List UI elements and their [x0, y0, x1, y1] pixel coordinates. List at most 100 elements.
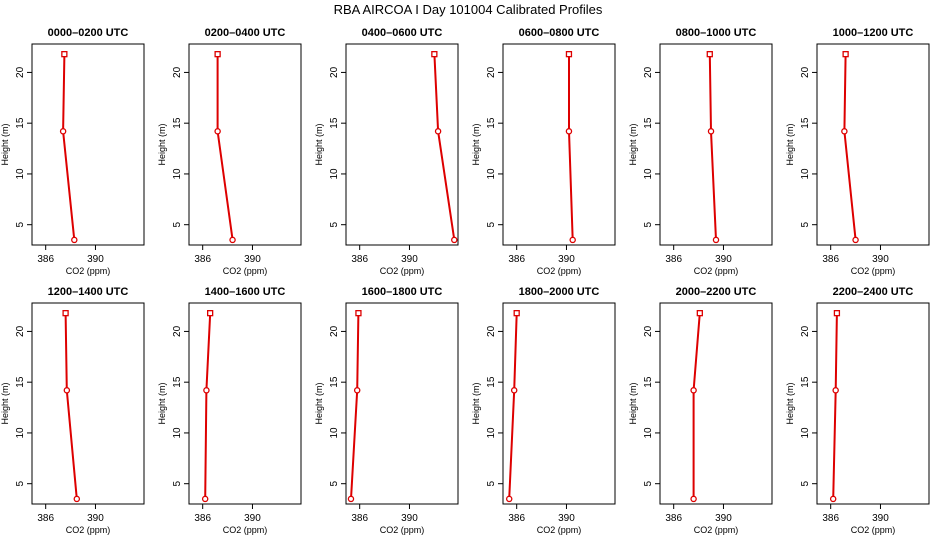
plot-frame [816, 302, 930, 505]
y-tick-label: 20 [15, 325, 26, 337]
y-tick-label: 20 [172, 325, 183, 337]
panel-title: 0200–0400 UTC [205, 27, 286, 39]
y-axis-label: Height (m) [0, 123, 10, 165]
x-tick-label: 390 [401, 254, 418, 265]
data-point [451, 236, 458, 244]
profile-line [433, 54, 456, 241]
data-point [707, 128, 715, 135]
chart-panel: 1400–1600 UTC 386 390 5 10 15 20 CO2 (ppm) Heigh… [157, 286, 302, 535]
y-tick-label: 10 [643, 168, 654, 180]
panels: 0000–0200 UTC 386 390 5 10 15 20 CO2 (ppm) Heigh… [0, 27, 930, 535]
data-point [829, 495, 837, 503]
x-axis-label: CO2 (ppm) [223, 266, 268, 276]
y-tick-label: 5 [486, 480, 497, 486]
profile-line [692, 313, 701, 499]
x-tick-label: 390 [558, 254, 575, 265]
x-axis-label: CO2 (ppm) [537, 266, 582, 276]
data-point [203, 387, 210, 394]
data-point [565, 51, 573, 58]
data-point [842, 51, 849, 58]
x-tick-label: 390 [558, 513, 575, 524]
y-tick-label: 15 [800, 376, 811, 388]
panel-title: 2200–2400 UTC [833, 286, 914, 298]
x-axis-label: CO2 (ppm) [851, 266, 896, 276]
panel-title: 1000–1200 UTC [833, 27, 914, 39]
y-tick-label: 20 [800, 66, 811, 78]
y-tick-label: 15 [800, 117, 811, 129]
y-axis-label: Height (m) [314, 123, 324, 165]
y-tick-label: 20 [800, 325, 811, 337]
y-tick-label: 15 [329, 117, 340, 129]
data-point [510, 387, 518, 394]
chart-panel: 0000–0200 UTC 386 390 5 10 15 20 CO2 (ppm) Heigh… [0, 27, 145, 276]
y-tick-label: 10 [800, 427, 811, 439]
x-tick-label: 386 [351, 254, 368, 265]
y-tick-label: 20 [486, 325, 497, 337]
y-tick-label: 10 [15, 168, 26, 180]
data-point [201, 495, 209, 503]
data-point [434, 128, 442, 135]
data-point [61, 51, 68, 58]
x-axis-label: CO2 (ppm) [851, 525, 896, 535]
chart-panel: 0200–0400 UTC 386 390 5 10 15 20 CO2 (ppm) Heigh… [157, 27, 302, 276]
data-point [505, 495, 513, 503]
x-tick-label: 390 [244, 513, 261, 524]
plot-frame [188, 43, 302, 246]
data-point [355, 310, 362, 317]
chart-panel: 1200–1400 UTC 386 390 5 10 15 20 CO2 (ppm) Heigh… [0, 286, 145, 535]
x-axis-label: CO2 (ppm) [537, 525, 582, 535]
x-axis-label: CO2 (ppm) [380, 266, 425, 276]
panel-title: 0000–0200 UTC [48, 27, 129, 39]
data-point [690, 495, 697, 503]
data-point [833, 310, 841, 317]
x-tick-label: 386 [665, 513, 682, 524]
y-tick-label: 5 [15, 480, 26, 486]
x-axis-label: CO2 (ppm) [66, 525, 111, 535]
plot-frame [816, 43, 930, 246]
figure-title: RBA AIRCOA I Day 101004 Calibrated Profi… [334, 2, 603, 17]
data-point [565, 128, 573, 135]
y-axis-label: Height (m) [157, 123, 167, 165]
plot-frame [659, 43, 773, 246]
chart-panel: 1000–1200 UTC 386 390 5 10 15 20 CO2 (ppm) Heigh… [785, 27, 930, 276]
y-axis-label: Height (m) [471, 382, 481, 424]
x-tick-label: 386 [194, 254, 211, 265]
x-tick-label: 390 [87, 254, 104, 265]
data-point [832, 387, 839, 394]
data-point [696, 310, 703, 317]
data-point [73, 495, 81, 503]
panel-title: 0400–0600 UTC [362, 27, 443, 39]
data-point [513, 310, 520, 317]
plot-frame [502, 43, 616, 246]
x-tick-label: 390 [401, 513, 418, 524]
y-tick-label: 15 [172, 117, 183, 129]
y-tick-label: 20 [643, 325, 654, 337]
y-axis-label: Height (m) [471, 123, 481, 165]
x-tick-label: 386 [351, 513, 368, 524]
y-axis-label: Height (m) [785, 382, 795, 424]
data-point [690, 387, 697, 394]
data-point [569, 236, 576, 244]
chart-panel: 0600–0800 UTC 386 390 5 10 15 20 CO2 (ppm) Heigh… [471, 27, 616, 276]
data-point [706, 51, 713, 58]
x-tick-label: 386 [194, 513, 211, 524]
x-tick-label: 390 [872, 254, 889, 265]
y-tick-label: 15 [329, 376, 340, 388]
panel-title: 1400–1600 UTC [205, 286, 286, 298]
y-tick-label: 10 [172, 427, 183, 439]
plot-frame [31, 302, 145, 505]
profile-line [64, 313, 78, 499]
profile-line [568, 54, 574, 240]
data-point [712, 236, 720, 244]
x-tick-label: 390 [715, 513, 732, 524]
y-tick-label: 15 [486, 376, 497, 388]
y-tick-label: 5 [329, 480, 340, 486]
x-tick-label: 386 [822, 254, 839, 265]
y-tick-label: 10 [486, 168, 497, 180]
y-tick-label: 20 [329, 66, 340, 78]
y-axis-label: Height (m) [157, 382, 167, 424]
chart-panel: 0400–0600 UTC 386 390 5 10 15 20 CO2 (ppm) Heigh… [314, 27, 459, 276]
y-tick-label: 20 [486, 66, 497, 78]
data-point [71, 236, 78, 244]
